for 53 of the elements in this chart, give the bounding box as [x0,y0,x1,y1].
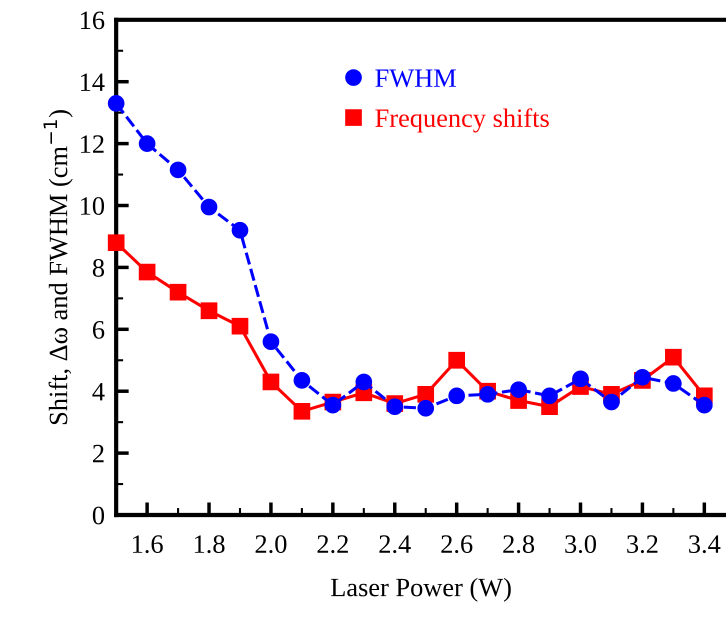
y-tick-label: 6 [92,320,104,339]
point [448,352,466,369]
legend-label: Frequency shifts [375,108,549,133]
x-tick-label: 2.8 [503,535,534,554]
x-tick-label: 2.0 [256,535,286,554]
point [138,264,156,280]
legend-label: FWHM [375,70,456,88]
point [541,388,558,404]
point [572,370,589,388]
point [108,95,124,112]
point [510,381,527,398]
point [294,402,310,420]
point [262,374,280,390]
point [170,162,186,178]
y-tick-label: 12 [80,135,104,153]
x-tick-label: 3.2 [627,535,658,554]
point [232,222,248,239]
point [108,234,124,251]
y-tick-label: 16 [80,11,104,30]
point [417,400,434,417]
y-tick-label: 2 [93,444,104,462]
point [200,302,218,320]
x-tick-label: 2.6 [441,535,472,554]
x-axis-title: Laser Power (W) [330,578,511,602]
y-tick-label: 10 [80,197,104,215]
point [665,348,682,366]
point [479,386,496,403]
point [696,396,713,414]
x-tick-label: 2.4 [379,535,411,554]
point [170,284,186,300]
point [355,374,372,390]
y-tick-label: 14 [80,73,105,91]
x-tick-label: 1.6 [132,535,163,554]
y-tick-label: 0 [92,506,104,524]
point [634,368,651,386]
x-tick-label: 2.2 [318,535,348,554]
point [262,333,280,350]
point [200,198,218,216]
y-tick-label: 4 [92,382,105,400]
point [324,396,342,414]
x-tick-label: 3.4 [689,535,720,554]
point [138,135,156,152]
point [665,375,682,392]
x-tick-label: 1.8 [194,535,225,554]
point [448,388,466,404]
point [417,386,434,403]
point [386,398,404,416]
y-tick-label: 8 [92,259,104,277]
x-tick-label: 3.0 [565,535,596,554]
y-axis-title: Shift, Δω and FWHM (cm$^{−1}$) [44,110,73,424]
point [232,318,248,335]
point [294,372,310,389]
point [603,394,620,410]
